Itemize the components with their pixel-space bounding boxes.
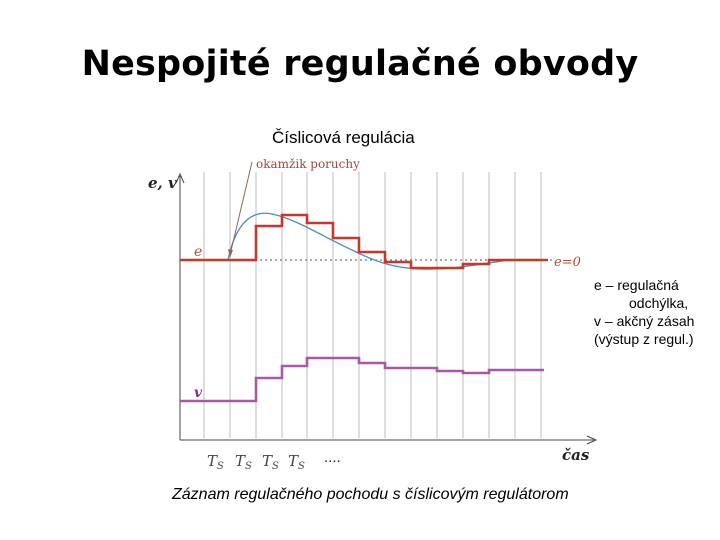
axes [175,172,598,445]
v-curve-label: v [194,385,203,401]
sampling-period-labels: TS TS TS TS [207,452,305,472]
ts-label-2: TS [235,452,252,472]
ts-label-1: TS [207,452,224,472]
ellipsis: .... [324,449,341,466]
action-signal-steps [180,356,544,403]
y-axis-label: e, v [148,174,177,192]
fault-label: okamžik poruchy [256,157,360,171]
ts-label-3: TS [262,452,279,472]
sampled-deviation-steps [180,213,548,270]
legend-line-1: e – regulačná [594,277,679,293]
legend: e – regulačná odchýlka, v – akčný zásah … [594,276,694,348]
grid-lines [203,172,542,438]
ts-label-4: TS [288,452,305,472]
e-curve-label: e [194,244,202,260]
legend-line-2: odchýlka, [629,295,689,311]
fault-arrow [228,161,253,258]
x-axis-label: čas [562,446,590,464]
diagram-caption: Záznam regulačného pochodu s číslicovým … [172,486,569,503]
legend-line-3: v – akčný zásah [594,313,695,329]
legend-line-4: (výstup z regul.) [594,331,694,347]
slide-title: Nespojité regulačné obvody [81,44,639,84]
diagram-subtitle: Číslicová regulácia [272,128,415,147]
e-zero-label: e=0 [554,255,581,270]
